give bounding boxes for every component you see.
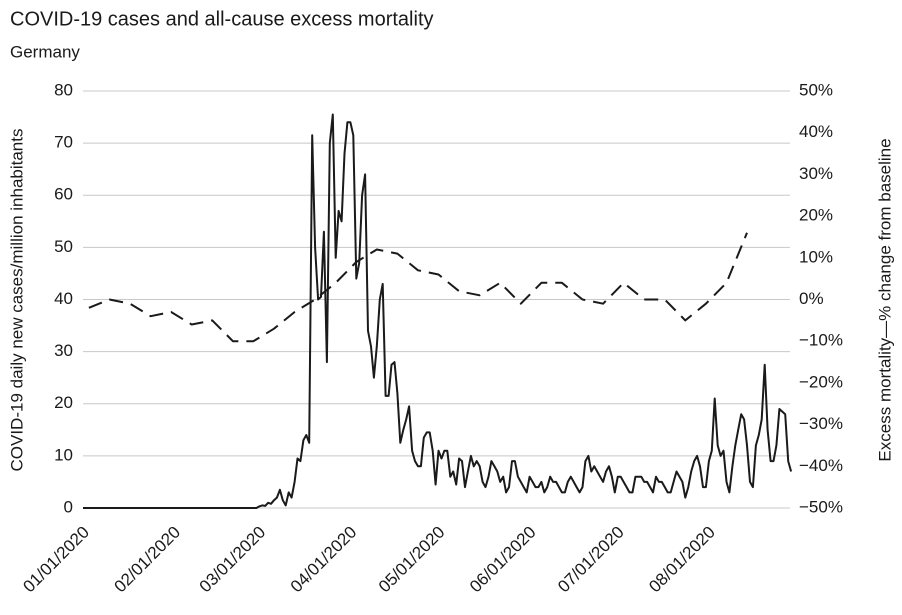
series-line: [88, 232, 748, 343]
x-tick-label: 02/01/2020: [110, 523, 184, 597]
y-tick-label: 80: [54, 80, 73, 99]
y2-tick-label: −50%: [799, 497, 843, 516]
y-tick-label: 10: [54, 445, 73, 464]
chart-title: COVID-19 cases and all-cause excess mort…: [10, 8, 434, 30]
y-tick-label: 30: [54, 341, 73, 360]
chart-subtitle: Germany: [10, 42, 80, 61]
y2-tick-label: −30%: [799, 414, 843, 433]
x-tick-label: 04/01/2020: [287, 523, 361, 597]
y-tick-label: 0: [64, 497, 73, 516]
x-tick-label: 03/01/2020: [196, 523, 270, 597]
y-tick-label: 60: [54, 185, 73, 204]
y-tick-label: 20: [54, 393, 73, 412]
series-line: [83, 113, 793, 509]
x-tick-label: 07/01/2020: [554, 523, 628, 597]
y-tick-label: 70: [54, 133, 73, 152]
y2-tick-label: 10%: [799, 247, 833, 266]
x-tick-label: 01/01/2020: [19, 523, 93, 597]
y2-tick-label: 0%: [799, 289, 824, 308]
y-axis-title: COVID-19 daily new cases/million inhabit…: [7, 129, 26, 472]
y2-tick-label: 30%: [799, 164, 833, 183]
y2-tick-label: −40%: [799, 456, 843, 475]
x-tick-label: 06/01/2020: [466, 523, 540, 597]
y-tick-label: 50: [54, 237, 73, 256]
y2-tick-label: 40%: [799, 122, 833, 141]
x-tick-label: 08/01/2020: [645, 523, 719, 597]
y2-tick-label: 20%: [799, 206, 833, 225]
y2-tick-label: −10%: [799, 331, 843, 350]
y2-tick-label: 50%: [799, 80, 833, 99]
x-tick-label: 05/01/2020: [375, 523, 449, 597]
y2-axis-title: Excess mortality—% change from baseline: [875, 138, 894, 461]
y2-tick-label: −20%: [799, 372, 843, 391]
y-tick-label: 40: [54, 289, 73, 308]
